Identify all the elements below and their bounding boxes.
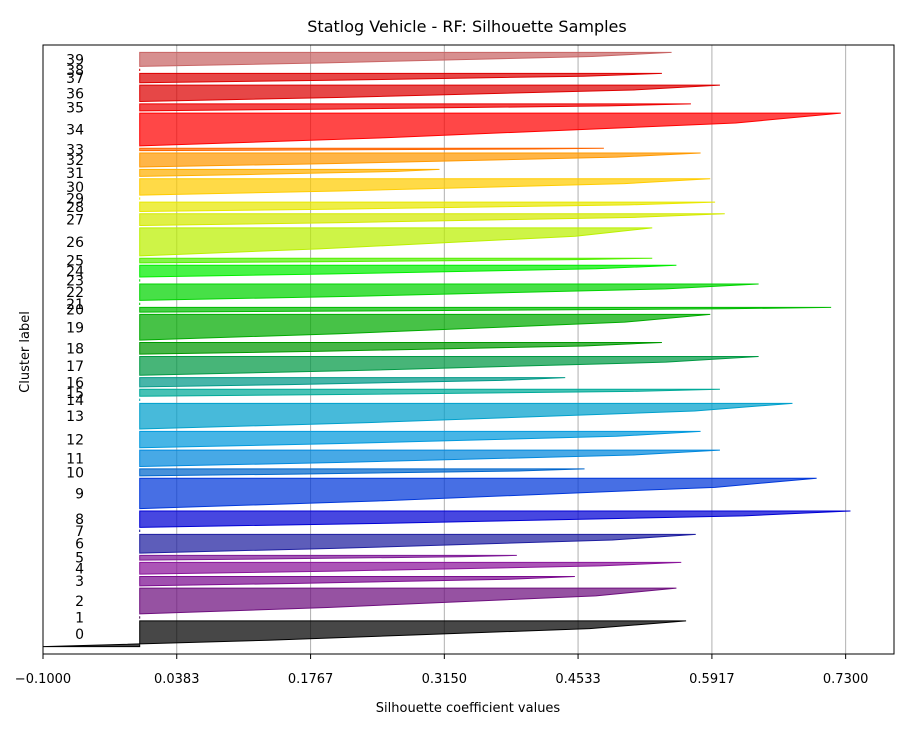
cluster-bar	[139, 533, 696, 554]
cluster-label: 0	[75, 627, 84, 643]
cluster-label: 16	[66, 375, 84, 391]
cluster-bar	[139, 283, 759, 301]
cluster-bar	[139, 510, 851, 528]
cluster-bar	[139, 468, 585, 477]
cluster-label: 12	[66, 433, 84, 449]
cluster-label: 27	[66, 213, 84, 229]
cluster-label: 29	[66, 192, 84, 208]
cluster-label: 15	[66, 386, 84, 402]
x-tick-label: 0.0383	[154, 672, 200, 687]
cluster-bar	[139, 356, 759, 376]
cluster-label: 21	[66, 297, 84, 313]
y-axis-label: Cluster label	[18, 311, 33, 393]
cluster-label: 9	[75, 486, 84, 502]
cluster-label: 33	[66, 142, 84, 158]
cluster-label: 7	[75, 524, 84, 540]
x-tick-label: 0.7300	[823, 672, 869, 687]
cluster-label: 28	[66, 200, 84, 216]
cluster-label: 3	[75, 574, 84, 590]
cluster-label: 2	[75, 594, 84, 610]
cluster-label: 18	[66, 341, 84, 357]
cluster-label: 39	[66, 52, 84, 68]
cluster-label: 36	[66, 86, 84, 102]
cluster-bar	[139, 430, 701, 449]
cluster-bar	[139, 402, 793, 430]
cluster-label: 32	[66, 153, 84, 169]
cluster-bar	[139, 112, 841, 147]
cluster-label: 13	[66, 409, 84, 425]
cluster-bar	[139, 84, 720, 102]
cluster-label: 5	[75, 551, 84, 567]
cluster-label: 20	[66, 303, 84, 319]
cluster-label: 19	[66, 320, 84, 336]
cluster-bar	[139, 449, 720, 468]
cluster-label: 14	[66, 393, 84, 409]
x-axis-ticks: −0.1000 0.0383 0.1767 0.3150 0.4533 0.5917 0.7…	[15, 654, 869, 687]
cluster-bar	[139, 227, 653, 257]
x-tick-label: 0.1767	[288, 672, 334, 687]
cluster-label: 31	[66, 166, 84, 182]
cluster-bar	[139, 201, 716, 212]
cluster-bar	[139, 152, 701, 168]
chart-title: Statlog Vehicle - RF: Silhouette Samples	[307, 17, 626, 36]
cluster-label: 4	[75, 561, 84, 577]
cluster-label: 34	[66, 123, 84, 139]
x-tick-label: 0.3150	[422, 672, 468, 687]
cluster-label: 26	[66, 235, 84, 251]
cluster-bar	[139, 51, 672, 67]
cluster-label: 38	[66, 63, 84, 79]
cluster-label: 11	[66, 451, 84, 467]
cluster-label: 23	[66, 273, 84, 289]
cluster-bar	[139, 477, 817, 510]
plot-frame	[42, 44, 895, 655]
cluster-label: 10	[66, 465, 84, 481]
cluster-bar	[139, 341, 662, 355]
cluster-label: 6	[75, 537, 84, 553]
cluster-bar	[139, 306, 832, 313]
cluster-bar	[139, 575, 575, 587]
cluster-bar	[139, 257, 653, 264]
cluster-label: 1	[75, 610, 84, 626]
x-tick-label: −0.1000	[15, 672, 71, 687]
cluster-label: 37	[66, 71, 84, 87]
cluster-label: 17	[66, 359, 84, 375]
cluster-label: 30	[66, 180, 84, 196]
cluster-bar	[139, 103, 691, 112]
cluster-bar	[139, 168, 440, 177]
cluster-bar	[139, 147, 604, 152]
cluster-label: 25	[66, 254, 84, 270]
cluster-label: 24	[66, 264, 84, 280]
cluster-bar	[139, 554, 517, 561]
cluster-bar	[139, 72, 662, 84]
x-tick-label: 0.4533	[555, 672, 601, 687]
cluster-bar	[42, 620, 687, 648]
cluster-bar	[139, 388, 720, 397]
silhouette-bars	[42, 51, 851, 648]
x-axis-label: Silhouette coefficient values	[376, 701, 561, 716]
cluster-label: 22	[66, 285, 84, 301]
cluster-bar	[139, 561, 682, 575]
cluster-bar	[139, 213, 725, 226]
cluster-label: 8	[75, 512, 84, 528]
cluster-bar	[139, 313, 711, 341]
cluster-bar	[139, 178, 711, 196]
cluster-bar	[139, 377, 566, 388]
cluster-labels: 0123456789101112131415161718192021222324…	[66, 52, 84, 642]
cluster-bar	[139, 587, 677, 615]
cluster-bar	[139, 264, 677, 278]
x-tick-label: 0.5917	[689, 672, 735, 687]
cluster-label: 35	[66, 100, 84, 116]
